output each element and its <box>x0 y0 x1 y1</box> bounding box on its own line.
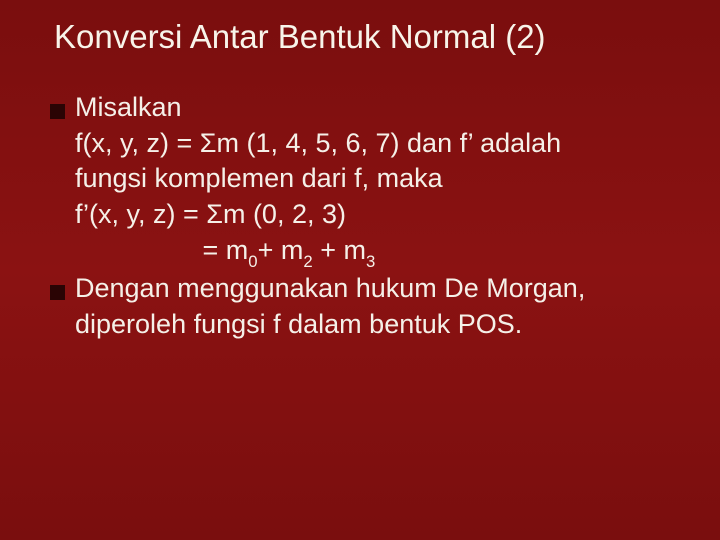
bullet-1-label: Misalkan <box>75 90 182 126</box>
body-line-1: f(x, y, z) = Σm (1, 4, 5, 6, 7) dan f’ a… <box>75 126 672 162</box>
subscript: 3 <box>366 252 375 271</box>
sigma-symbol: Σ <box>200 128 217 158</box>
text-fragment: f(x, y, z) = <box>75 128 200 158</box>
body-line-2: fungsi komplemen dari f, maka <box>75 161 672 197</box>
subscript: 0 <box>248 252 257 271</box>
slide-body: Misalkan f(x, y, z) = Σm (1, 4, 5, 6, 7)… <box>48 90 672 342</box>
bullet-item-2: Dengan menggunakan hukum De Morgan, <box>50 271 672 307</box>
bullet-2-label: Dengan menggunakan hukum De Morgan, <box>75 271 585 307</box>
text-fragment: m (1, 4, 5, 6, 7) dan f’ adalah <box>216 128 561 158</box>
slide: Konversi Antar Bentuk Normal (2) Misalka… <box>0 0 720 540</box>
text-fragment: + m <box>313 235 366 265</box>
body-line-3: f’(x, y, z) = Σm (0, 2, 3) <box>75 197 672 233</box>
bullet-item-1: Misalkan <box>50 90 672 126</box>
square-bullet-icon <box>50 104 65 119</box>
body-line-5: diperoleh fungsi f dalam bentuk POS. <box>75 307 672 343</box>
sigma-symbol: Σ <box>206 199 223 229</box>
text-fragment: = m <box>75 235 248 265</box>
text-fragment: + m <box>258 235 304 265</box>
subscript: 2 <box>303 252 312 271</box>
text-fragment: m (0, 2, 3) <box>223 199 346 229</box>
body-line-4: = m0+ m2 + m3 <box>75 233 672 271</box>
square-bullet-icon <box>50 285 65 300</box>
slide-title: Konversi Antar Bentuk Normal (2) <box>54 18 672 56</box>
text-fragment: f’(x, y, z) = <box>75 199 206 229</box>
